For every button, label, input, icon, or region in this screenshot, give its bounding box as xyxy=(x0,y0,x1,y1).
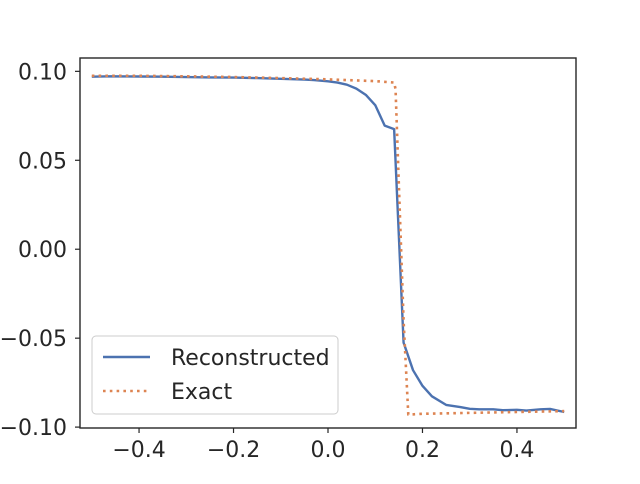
x-tick-label: 0.2 xyxy=(405,438,440,463)
legend: Reconstructed Exact xyxy=(91,335,339,415)
y-axis: −0.10 −0.05 0.00 0.05 0.10 xyxy=(0,60,80,441)
x-tick-label: −0.2 xyxy=(207,438,260,463)
x-tick-label: 0.4 xyxy=(499,438,534,463)
x-tick-label: 0.0 xyxy=(311,438,346,463)
y-tick-label: 0.05 xyxy=(18,149,67,174)
legend-label-exact: Exact xyxy=(171,380,232,405)
series-line-exact xyxy=(91,74,565,416)
x-axis: −0.4 −0.2 0.0 0.2 0.4 xyxy=(112,428,534,463)
y-tick-label: 0.10 xyxy=(18,60,67,85)
legend-label-reconstructed: Reconstructed xyxy=(171,346,330,371)
y-tick-label: 0.00 xyxy=(18,238,67,263)
y-tick-label: −0.05 xyxy=(0,327,67,352)
y-tick-label: −0.10 xyxy=(0,416,67,441)
legend-box xyxy=(91,335,339,415)
series-layer xyxy=(91,74,565,416)
x-tick-label: −0.4 xyxy=(112,438,165,463)
